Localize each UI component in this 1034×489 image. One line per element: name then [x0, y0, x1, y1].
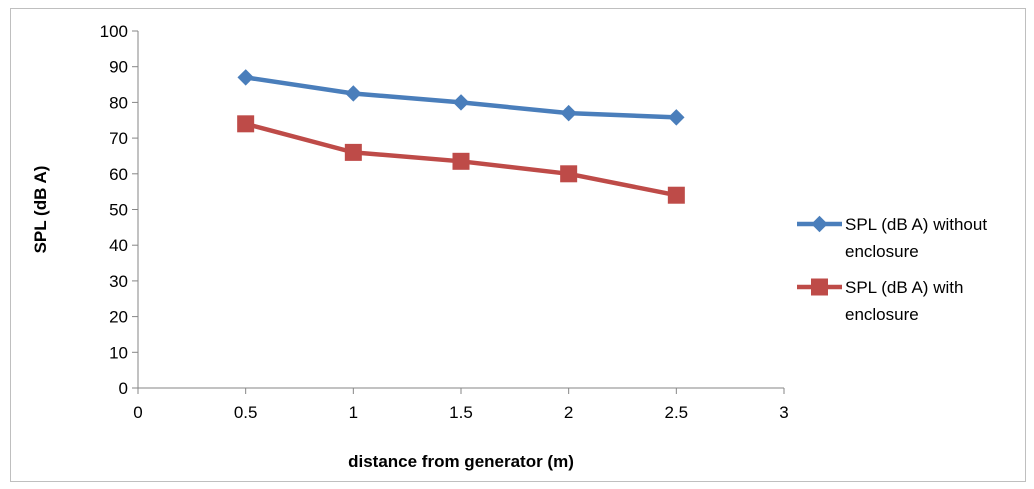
y-tick-label: 100: [100, 22, 128, 41]
series-layer: [237, 69, 685, 204]
y-tick-label: 40: [109, 236, 128, 255]
diamond-marker: [452, 94, 470, 111]
square-marker: [237, 115, 255, 133]
series-2: [237, 115, 685, 204]
square-marker: [344, 143, 362, 161]
y-tick-label: 0: [119, 379, 128, 398]
x-tick-label: 3: [779, 403, 788, 422]
square-marker: [452, 152, 470, 170]
x-tick-label: 2.5: [665, 403, 689, 422]
chart-frame: [10, 8, 1026, 482]
square-marker: [560, 165, 578, 183]
y-tick-label: 90: [109, 58, 128, 77]
y-tick-label: 60: [109, 165, 128, 184]
legend-label: SPL (dB A) without: [845, 215, 987, 234]
legend-marker: [811, 215, 828, 233]
diamond-marker: [668, 109, 685, 126]
y-tick-label: 80: [109, 93, 128, 112]
legend-label: SPL (dB A) with: [845, 278, 963, 297]
legend-label: enclosure: [845, 242, 919, 261]
y-tick-label: 10: [109, 343, 128, 362]
x-tick-label: 2: [564, 403, 573, 422]
legend-item: SPL (dB A) without enclosure: [797, 215, 987, 261]
y-tick-label: 70: [109, 129, 128, 148]
y-tick-label: 50: [109, 201, 128, 220]
y-tick-label: 20: [109, 308, 128, 327]
diamond-marker: [345, 85, 362, 102]
diamond-marker: [560, 104, 577, 122]
legend-marker: [811, 278, 828, 296]
legend-label: enclosure: [845, 305, 919, 324]
x-tick-label: 0.5: [234, 403, 258, 422]
x-axis-title: distance from generator (m): [348, 452, 574, 471]
y-axis-title: SPL (dB A): [31, 166, 50, 254]
series-1: [237, 69, 685, 126]
x-axis: 0 0.5 1 1.5 2 2.5 3: [133, 387, 789, 422]
legend-item: SPL (dB A) with enclosure: [797, 278, 963, 324]
diamond-marker: [237, 69, 254, 86]
square-marker: [667, 186, 685, 204]
y-tick-label: 30: [109, 272, 128, 291]
y-axis: 0 10 20 30 40 50 60 70 80 90 100: [100, 22, 139, 398]
x-tick-label: 0: [133, 403, 142, 422]
x-tick-label: 1.5: [449, 403, 473, 422]
x-tick-label: 1: [349, 403, 358, 422]
